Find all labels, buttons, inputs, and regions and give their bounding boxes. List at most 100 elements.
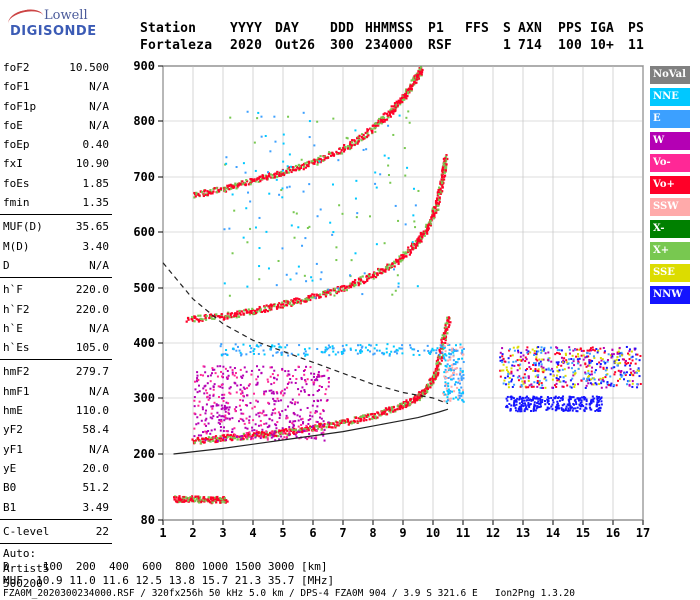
trace-point	[292, 167, 295, 170]
echo-point	[213, 368, 216, 371]
echo-point	[629, 373, 632, 376]
trace-point	[309, 294, 312, 297]
trace-point	[273, 304, 276, 308]
echo-point	[320, 375, 323, 378]
echo-point	[555, 361, 558, 364]
echo-point	[510, 398, 513, 401]
echo-point	[600, 359, 603, 362]
echo-point	[586, 349, 589, 352]
echo-point	[637, 368, 640, 371]
echo-point	[390, 350, 393, 353]
trace-point	[353, 143, 356, 146]
trace-point	[181, 498, 184, 501]
y-tick-label: 700	[133, 170, 155, 184]
trace-point	[287, 166, 291, 169]
trace-point	[295, 168, 298, 171]
trace-point	[302, 168, 305, 171]
echo-point	[241, 390, 244, 393]
echo-point	[539, 349, 542, 352]
trace-point	[447, 316, 450, 319]
echo-point	[445, 400, 448, 403]
echo-point	[562, 408, 565, 411]
echo-point	[550, 405, 553, 408]
echo-point	[396, 352, 399, 355]
trace-point	[352, 283, 355, 286]
echo-point	[204, 439, 207, 442]
echo-point	[374, 171, 377, 174]
echo-point	[263, 393, 266, 396]
trace-point	[236, 312, 239, 316]
trace-point	[183, 495, 186, 499]
trace-point	[211, 501, 214, 504]
trace-point	[194, 195, 197, 198]
param-name: yE	[3, 461, 17, 475]
trace-point	[440, 338, 443, 341]
echo-point	[516, 397, 519, 400]
echo-point	[281, 169, 284, 172]
echo-point	[613, 366, 616, 369]
echo-point	[543, 369, 546, 372]
trace-point	[270, 308, 273, 311]
trace-point	[337, 424, 340, 427]
echo-point	[520, 383, 523, 386]
echo-point	[362, 148, 365, 151]
echo-point	[546, 401, 549, 404]
echo-point	[312, 424, 315, 427]
echo-point	[596, 397, 599, 400]
echo-point	[272, 435, 275, 438]
trace-point	[353, 140, 357, 143]
echo-point	[591, 395, 594, 398]
echo-point	[249, 350, 252, 353]
echo-point	[193, 396, 196, 399]
trace-point	[197, 318, 200, 321]
echo-point	[356, 344, 359, 347]
trace-point	[411, 78, 414, 82]
echo-point	[579, 407, 582, 410]
echo-point	[375, 243, 378, 246]
echo-point	[306, 378, 309, 381]
echo-point	[449, 399, 452, 402]
trace-point	[444, 161, 447, 164]
echo-point	[224, 414, 227, 417]
trace-point	[441, 169, 444, 173]
echo-point	[522, 376, 525, 379]
trace-point	[418, 241, 421, 244]
echo-point	[459, 346, 462, 349]
echo-point	[290, 224, 293, 227]
echo-point	[276, 392, 279, 395]
echo-point	[393, 268, 396, 271]
trace-point	[213, 437, 217, 440]
echo-point	[631, 380, 634, 383]
echo-point	[306, 438, 309, 441]
echo-point	[320, 385, 323, 388]
echo-point	[459, 382, 462, 385]
param-value: 22	[95, 524, 109, 538]
x-tick-label: 15	[576, 526, 590, 540]
trace-point	[393, 265, 396, 268]
echo-point	[617, 350, 620, 353]
echo-point	[555, 346, 558, 349]
trace-point	[394, 258, 398, 261]
echo-point	[274, 423, 277, 426]
echo-point	[524, 396, 527, 399]
echo-point	[258, 278, 261, 281]
echo-point	[443, 371, 446, 374]
trace-point	[425, 223, 428, 226]
trace-point	[253, 432, 256, 435]
trace-point	[248, 311, 251, 314]
echo-point	[287, 381, 290, 384]
echo-point	[234, 382, 237, 385]
echo-point	[407, 110, 410, 113]
trace-point	[400, 254, 403, 257]
echo-point	[447, 382, 450, 385]
trace-point	[254, 180, 257, 183]
echo-point	[451, 390, 454, 393]
echo-point	[512, 346, 515, 349]
echo-point	[303, 348, 306, 351]
echo-point	[452, 359, 455, 362]
trace-point	[236, 438, 239, 441]
echo-point	[312, 400, 315, 403]
param-row: MUF(D) 35.65	[0, 217, 112, 236]
echo-point	[250, 373, 253, 376]
echo-point	[547, 368, 550, 371]
